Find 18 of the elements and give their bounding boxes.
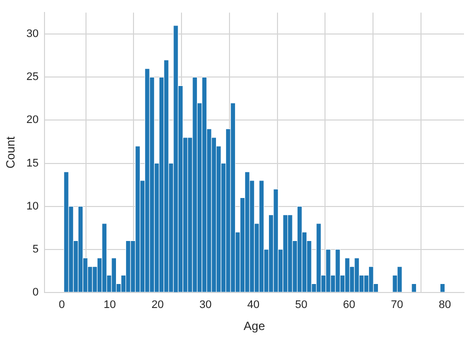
y-tick-label: 5 [32,243,39,256]
x-tick-label: 0 [58,299,65,312]
x-tick-label: 30 [199,299,212,312]
x-tick-label: 70 [390,299,404,312]
x-tick-label: 80 [438,299,451,312]
x-tick-label: 60 [342,299,356,312]
x-tick-label: 50 [295,299,308,312]
y-axis-title: Count [4,136,18,169]
x-tick-label: 20 [151,299,164,312]
y-tick-label: 25 [26,71,39,84]
y-tick-label: 0 [32,286,39,298]
x-axis-title: Age [244,319,266,334]
y-tick-label: 15 [26,157,39,170]
y-tick-label: 30 [26,28,39,40]
x-tick-label: 10 [104,299,116,312]
y-tick-label: 10 [26,200,39,212]
y-tick-label: 20 [26,114,39,126]
x-tick-label: 40 [247,299,260,312]
